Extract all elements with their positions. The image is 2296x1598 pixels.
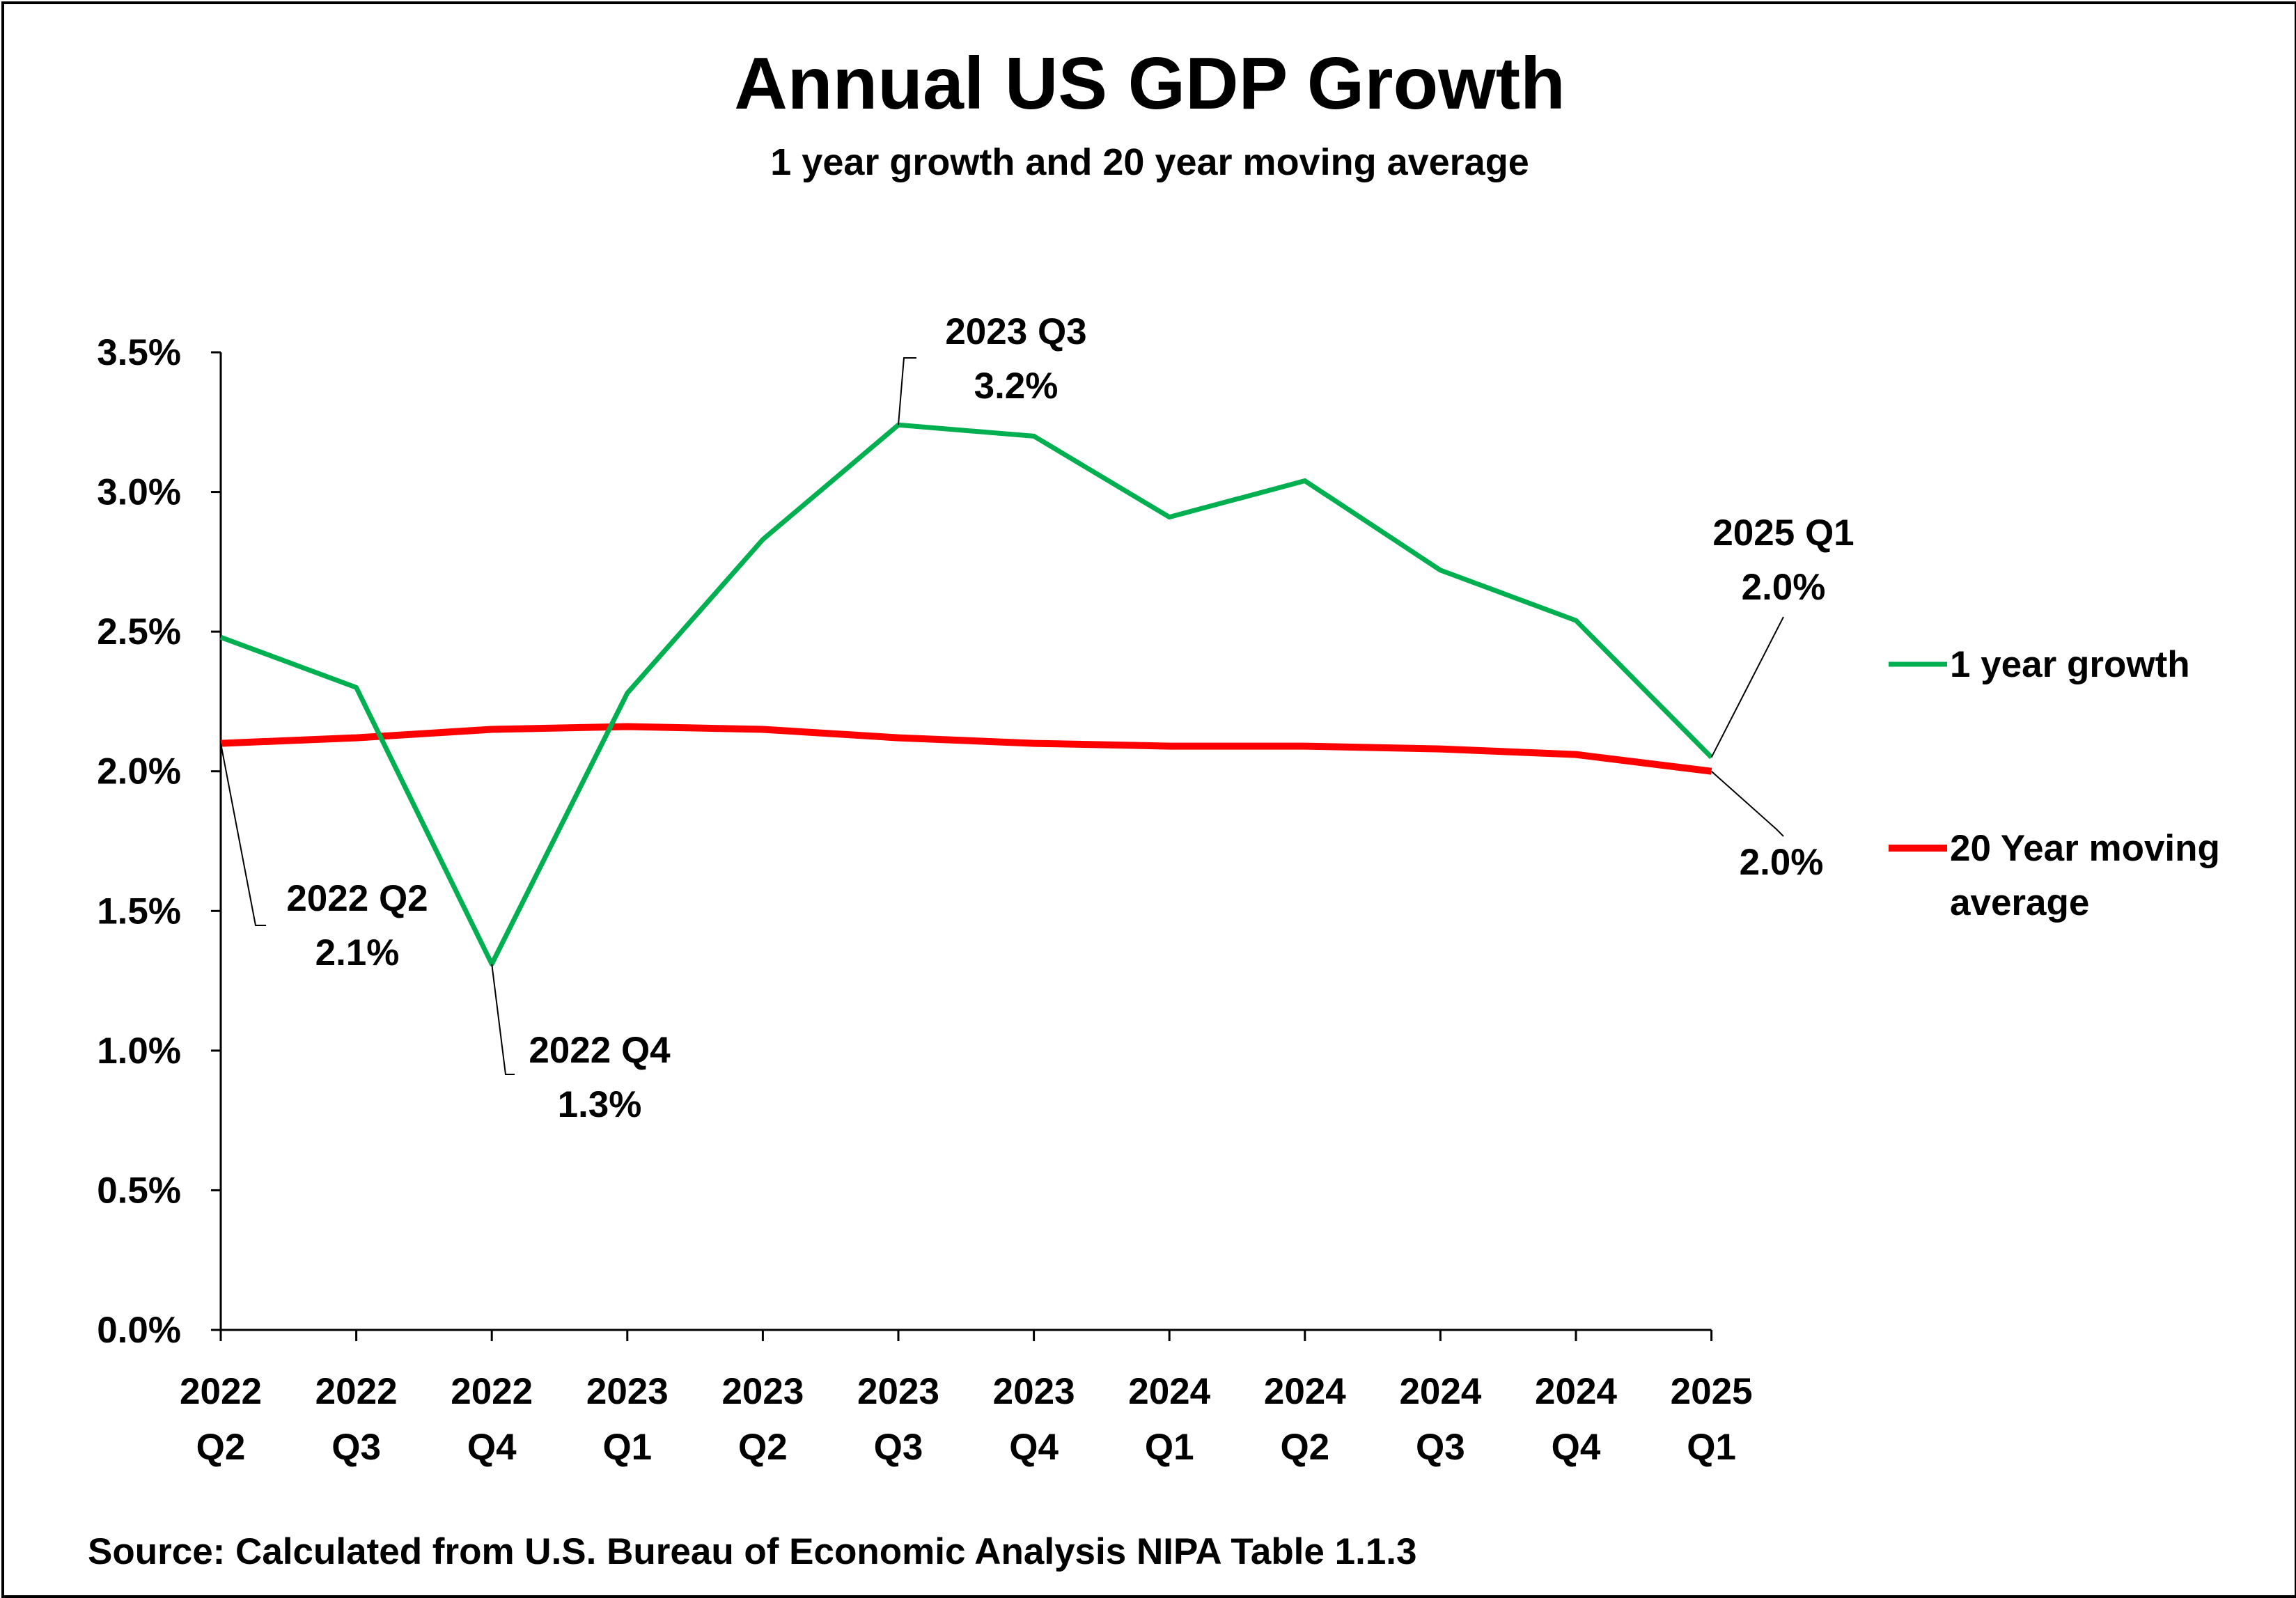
legend: 1 year growth 20 Year moving average bbox=[1889, 644, 2220, 923]
legend-label: average bbox=[1950, 882, 2089, 923]
y-tick-label: 1.5% bbox=[97, 891, 181, 932]
x-tick-label-quarter: Q3 bbox=[1416, 1427, 1465, 1468]
x-tick-label-quarter: Q1 bbox=[602, 1427, 652, 1468]
annotation-leader-line bbox=[1710, 770, 1784, 837]
series-line-20-year-moving-average bbox=[220, 723, 1712, 775]
annotations: 2023 Q3 3.2% 2025 Q1 2.0% 2.0% 2022 Q2 2.1% 202… bbox=[220, 311, 1854, 1125]
series-line-1-year-growth bbox=[219, 422, 1714, 967]
annotation-leader-line bbox=[1710, 616, 1784, 758]
y-tick-label: 2.0% bbox=[97, 751, 181, 792]
annotation-label: 2.0% bbox=[1742, 567, 1826, 608]
chart-subtitle: 1 year growth and 20 year moving average bbox=[770, 141, 1529, 183]
x-tick-label-quarter: Q4 bbox=[467, 1427, 517, 1468]
x-tick-label-quarter: Q2 bbox=[738, 1427, 788, 1468]
y-tick-label: 0.0% bbox=[97, 1310, 181, 1351]
annotation-leader-line bbox=[491, 964, 515, 1075]
annotation-label: 3.2% bbox=[974, 366, 1059, 407]
x-tick-label-quarter: Q2 bbox=[1280, 1427, 1329, 1468]
x-tick-label-year: 2023 bbox=[586, 1371, 669, 1412]
x-tick-label-year: 2022 bbox=[315, 1371, 398, 1412]
x-tick-label-year: 2024 bbox=[1535, 1371, 1617, 1412]
annotation-leader-line bbox=[898, 357, 916, 425]
annotation-label: 2023 Q3 bbox=[945, 311, 1086, 352]
x-tick-label-quarter: Q3 bbox=[874, 1427, 923, 1468]
series-lines bbox=[219, 422, 1714, 967]
x-tick-label-year: 2024 bbox=[1264, 1371, 1346, 1412]
annotation-label: 2025 Q1 bbox=[1712, 512, 1854, 554]
annotation-label: 2022 Q4 bbox=[529, 1030, 671, 1071]
x-tick-label-quarter: Q1 bbox=[1687, 1427, 1736, 1468]
x-tick-label-year: 2024 bbox=[1128, 1371, 1210, 1412]
annotation-leader-line bbox=[220, 743, 266, 926]
x-tick-label-year: 2023 bbox=[993, 1371, 1075, 1412]
x-tick-label-year: 2022 bbox=[451, 1371, 533, 1412]
x-tick-label-year: 2025 bbox=[1671, 1371, 1753, 1412]
legend-label: 20 Year moving bbox=[1950, 828, 2220, 869]
x-tick-label-year: 2022 bbox=[180, 1371, 262, 1412]
annotation-label: 2.1% bbox=[315, 932, 400, 973]
y-tick-label: 1.0% bbox=[97, 1031, 181, 1072]
x-tick-label-year: 2023 bbox=[857, 1371, 939, 1412]
legend-label: 1 year growth bbox=[1950, 644, 2190, 685]
x-tick-label-quarter: Q4 bbox=[1552, 1427, 1601, 1468]
gdp-line-chart: Annual US GDP Growth 1 year growth and 2… bbox=[88, 42, 2220, 1572]
x-tick-label-year: 2023 bbox=[721, 1371, 804, 1412]
axes: 0.0% 0.5% 1.0% 1.5% 2.0% 2.5% 3.0% 3.5% 2022 Q2 20… bbox=[97, 332, 1752, 1468]
annotation-label: 1.3% bbox=[558, 1084, 642, 1125]
y-tick-label: 3.0% bbox=[97, 472, 181, 513]
source-note: Source: Calculated from U.S. Bureau of E… bbox=[88, 1531, 1417, 1572]
y-tick-label: 2.5% bbox=[97, 611, 181, 652]
annotation-label: 2022 Q2 bbox=[286, 878, 428, 919]
y-tick-label: 3.5% bbox=[97, 332, 181, 373]
x-tick-label-quarter: Q3 bbox=[331, 1427, 381, 1468]
chart-title: Annual US GDP Growth bbox=[734, 42, 1565, 125]
annotation-label: 2.0% bbox=[1740, 842, 1824, 883]
x-tick-label-quarter: Q2 bbox=[196, 1427, 246, 1468]
y-tick-label: 0.5% bbox=[97, 1170, 181, 1211]
x-tick-label-year: 2024 bbox=[1399, 1371, 1481, 1412]
x-tick-label-quarter: Q1 bbox=[1145, 1427, 1194, 1468]
x-tick-label-quarter: Q4 bbox=[1009, 1427, 1059, 1468]
